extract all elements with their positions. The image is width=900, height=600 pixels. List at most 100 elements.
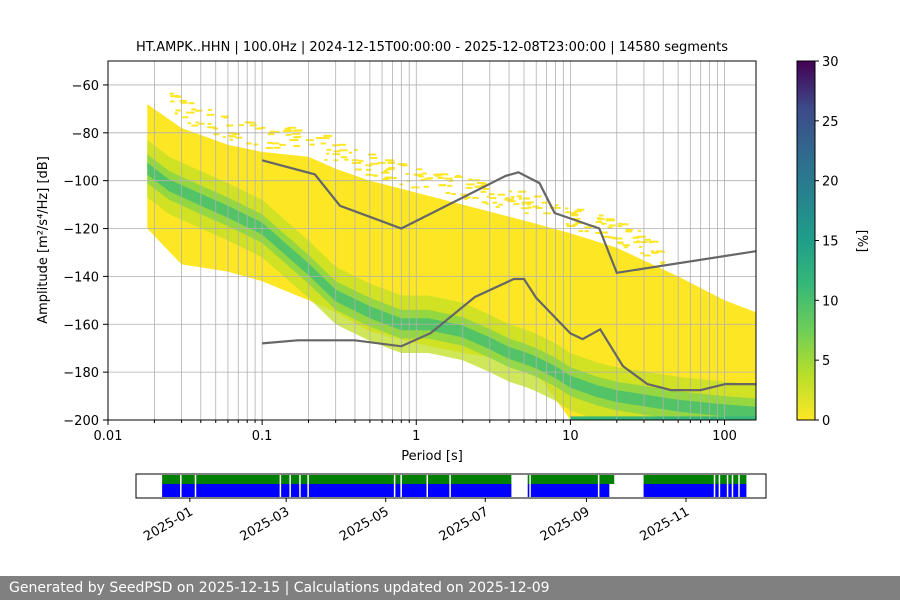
psd-speck: [625, 228, 634, 231]
psd-speck: [622, 244, 630, 247]
psd-speck: [608, 224, 616, 227]
psd-speck: [338, 143, 346, 146]
psd-speck: [235, 136, 243, 139]
psd-speck: [565, 223, 570, 226]
coverage-bottom-bar: [643, 484, 747, 497]
psd-speck: [472, 179, 480, 182]
colorbar-tick-label: 5: [822, 354, 830, 369]
x-tick-label: 0.01: [94, 429, 123, 444]
psd-speck: [339, 149, 348, 152]
psd-speck: [320, 142, 326, 145]
psd-speck: [616, 241, 624, 244]
psd-speck: [291, 132, 301, 135]
psd-speck: [497, 193, 506, 196]
psd-speck: [260, 126, 266, 129]
psd-speck: [504, 198, 513, 201]
psd-speck: [584, 230, 589, 233]
psd-speck: [353, 162, 362, 164]
psd-speck: [388, 159, 395, 162]
psd-speck: [228, 134, 234, 137]
timeline-tick-label: 2025-01: [141, 504, 196, 544]
psd-speck: [411, 186, 420, 189]
psd-speck: [607, 226, 613, 229]
psd-speck: [522, 203, 526, 206]
psd-speck: [324, 158, 328, 161]
psd-speck: [445, 192, 451, 194]
coverage-gap: [299, 475, 301, 497]
psd-speck: [522, 197, 530, 200]
psd-speck: [575, 222, 583, 224]
psd-speck: [245, 142, 252, 145]
psd-speck: [495, 205, 500, 208]
psd-speck: [387, 162, 395, 164]
psd-speck: [637, 229, 642, 232]
psd-speck: [388, 166, 395, 169]
psd-speck: [174, 95, 182, 98]
y-tick-label: −180: [63, 366, 99, 381]
psd-speck: [498, 203, 503, 206]
psd-speck: [207, 108, 213, 111]
psd-speck: [365, 173, 373, 176]
psd-speck: [229, 138, 233, 141]
psd-speck: [477, 182, 486, 184]
psd-speck: [305, 139, 314, 142]
psd-speck: [566, 225, 576, 227]
plot-frame: [107, 60, 757, 421]
psd-speck: [596, 217, 601, 220]
psd-speck: [169, 92, 175, 95]
coverage-gap: [738, 475, 740, 497]
y-tick-label: −140: [63, 270, 99, 285]
psd-speck: [285, 133, 292, 136]
psd-speck: [477, 185, 481, 188]
psd-speck: [511, 196, 515, 198]
psd-speck: [366, 168, 372, 171]
psd-speck: [624, 246, 628, 249]
psd-speck: [535, 207, 543, 209]
psd-speck: [385, 168, 395, 171]
psd-speck: [466, 183, 475, 186]
psd-speck: [465, 186, 473, 189]
psd-speck: [602, 235, 608, 238]
psd-speck: [576, 208, 585, 211]
psd-speck: [180, 101, 188, 104]
psd-speck: [225, 124, 234, 127]
psd-speck: [382, 178, 390, 181]
psd-speck: [191, 108, 197, 111]
psd-speck: [570, 213, 579, 216]
psd-speck: [574, 210, 582, 213]
psd-speck: [505, 197, 510, 200]
timeline-tick-label: 2025-05: [337, 504, 392, 544]
psd-speck: [421, 172, 427, 175]
psd-speck: [437, 176, 445, 179]
coverage-gap: [718, 475, 721, 497]
coverage-gap: [713, 475, 716, 497]
psd-speck: [309, 143, 315, 146]
psd-speck: [636, 240, 641, 243]
psd-speck: [368, 164, 373, 167]
psd-speck: [321, 137, 330, 140]
psd-speck: [220, 115, 229, 118]
chart-title: HT.AMPK..HHN | 100.0Hz | 2024-12-15T00:0…: [136, 40, 728, 55]
psd-speck: [518, 197, 523, 200]
psd-speck: [416, 168, 423, 171]
colorbar-tick-label: 15: [822, 235, 839, 250]
coverage-gap: [449, 475, 451, 497]
timeline-tick-label: 2025-03: [238, 504, 293, 544]
psd-speck: [543, 212, 551, 215]
psd-speck: [191, 124, 199, 127]
x-axis-label: Period [s]: [401, 449, 463, 464]
timeline-border: [135, 473, 767, 499]
psd-density-heatmap: [147, 92, 756, 420]
psd-speck: [651, 251, 659, 254]
psd-speck: [340, 156, 345, 159]
psd-speck: [598, 214, 604, 217]
x-tick-label: 10: [562, 429, 579, 444]
psd-speck: [370, 162, 379, 165]
psd-speck: [333, 150, 341, 153]
psd-speck: [439, 184, 446, 187]
psd-speck: [617, 222, 622, 225]
y-tick-label: −120: [63, 223, 99, 238]
psd-speck: [565, 207, 569, 210]
colorbar-label: [%]: [854, 230, 869, 253]
psd-speck: [632, 236, 640, 239]
